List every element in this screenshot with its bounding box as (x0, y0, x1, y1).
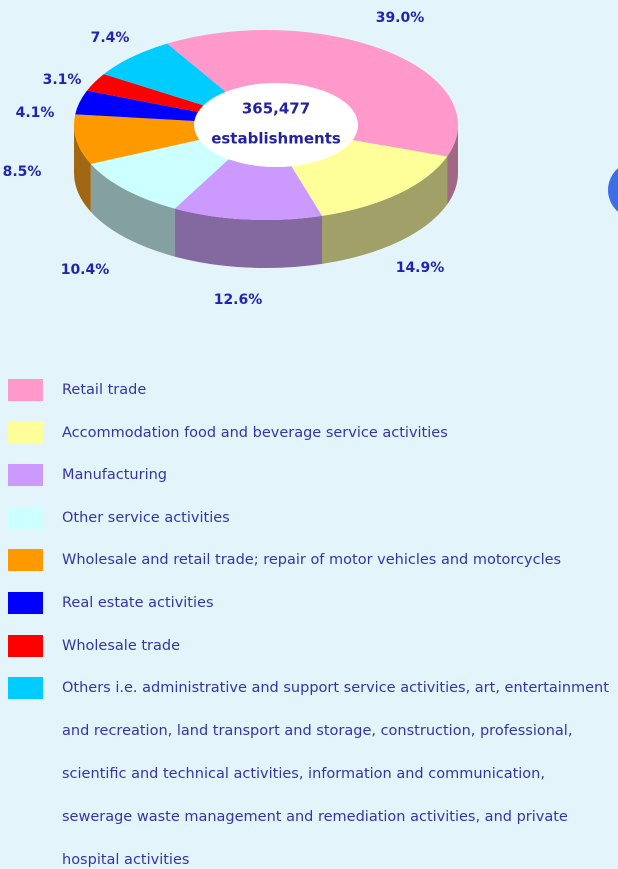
center-hole (194, 83, 358, 167)
chart: 365,477 establishments 39.0% 14.9% 12.6% 10.4… (3, 10, 618, 308)
legend-swatch (8, 592, 43, 614)
center-label: 365,477 (242, 100, 310, 118)
slice-side (174, 208, 323, 268)
slice-side (90, 163, 175, 257)
legend-swatch (8, 379, 43, 401)
legend-swatch (8, 634, 43, 657)
slice-side (447, 125, 458, 205)
legend-label: Others i.e. administrative and support s… (62, 680, 609, 869)
value-label: 8.5% (3, 164, 42, 180)
sides (74, 125, 458, 268)
center-label: establishments (211, 130, 341, 148)
legend-label: Manufacturing (62, 467, 167, 484)
legend-swatch (8, 506, 43, 529)
value-label: 4.1% (16, 105, 55, 121)
value-label: 39.0% (376, 10, 425, 26)
legend-swatch (8, 464, 43, 487)
value-label: 10.4% (61, 262, 110, 278)
decor-circle (608, 168, 618, 212)
slice-side (322, 156, 448, 264)
legend-label: Retail trade (62, 382, 147, 398)
value-label: 7.4% (91, 30, 130, 46)
legend-swatch (8, 549, 43, 572)
value-label: 14.9% (396, 260, 445, 276)
slice-side (74, 125, 91, 212)
legend-label: Real estate activities (62, 595, 214, 611)
slice (174, 125, 323, 221)
legend-label: Wholesale and retail trade; repair of mo… (62, 552, 562, 569)
legend-swatch (8, 677, 43, 700)
legend-label: Other service activities (62, 509, 230, 526)
legend-label: Accommodation food and beverage service … (62, 424, 448, 441)
value-label: 3.1% (43, 72, 82, 88)
legend-swatch (8, 421, 43, 444)
legend-label: Wholesale trade (62, 637, 181, 654)
value-label: 12.6% (214, 292, 263, 308)
